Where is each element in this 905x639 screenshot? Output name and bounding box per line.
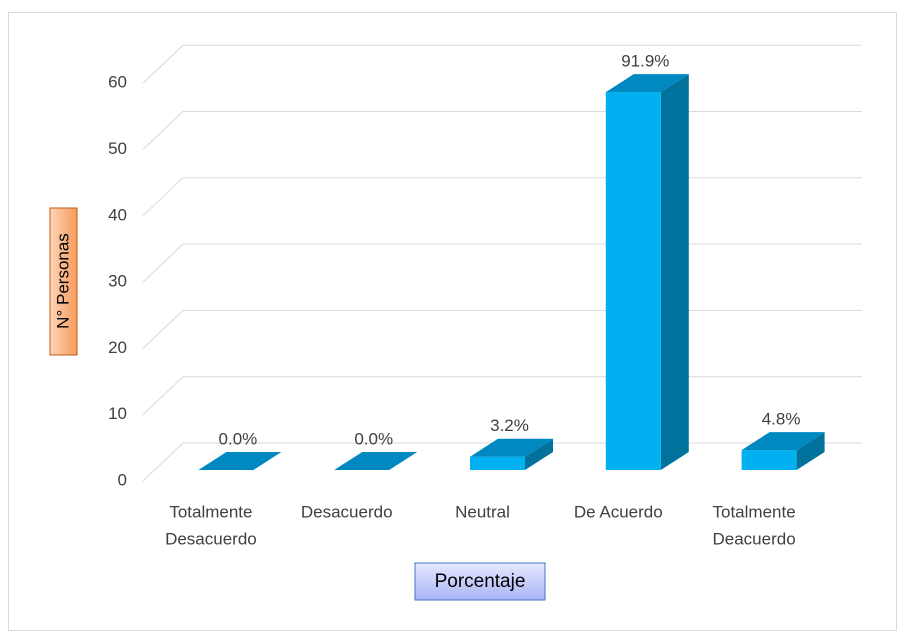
x-tick-label: Neutral (455, 502, 510, 521)
x-axis-title: Porcentaje (435, 571, 526, 592)
bar (198, 452, 282, 470)
bar-top (605, 74, 689, 93)
x-tick-label: Desacuerdo (165, 529, 257, 548)
grid-line (142, 44, 184, 84)
bar (334, 452, 418, 470)
bar-side (796, 432, 825, 470)
bar-side (525, 438, 553, 470)
bar-front (470, 456, 525, 470)
grid-line (142, 442, 184, 482)
x-tick-label: Deacuerdo (713, 529, 796, 548)
bar-top (470, 438, 553, 457)
y-tick-label: 0 (118, 470, 127, 489)
x-tick-label: Desacuerdo (301, 502, 393, 521)
grid-line (142, 111, 184, 150)
bar-front (741, 450, 797, 470)
data-label: 3.2% (490, 416, 529, 435)
data-label: 91.9% (621, 52, 669, 71)
x-tick-label: Totalmente (713, 502, 796, 521)
x-tick-label: De Acuerdo (574, 502, 663, 521)
data-label: 0.0% (219, 429, 258, 448)
grid-line (142, 177, 184, 217)
y-title-box (49, 207, 78, 356)
bar-top (741, 432, 825, 451)
y-tick-label: 20 (108, 338, 127, 357)
bar (605, 74, 689, 470)
y-tick-label: 40 (108, 205, 127, 224)
grid-line (142, 243, 184, 283)
grid-line (142, 376, 184, 416)
bar-top (334, 452, 418, 470)
bar (741, 432, 825, 470)
y-tick-label: 10 (108, 404, 127, 423)
bar-front (605, 92, 661, 470)
data-label: 4.8% (762, 410, 801, 429)
x-tick-label: Totalmente (169, 502, 252, 521)
y-tick-label: 60 (108, 73, 127, 92)
chart-border (8, 12, 897, 631)
y-tick-label: 30 (108, 272, 127, 291)
grid-line (142, 310, 184, 349)
bar-side (660, 74, 689, 470)
bar-top (198, 452, 282, 470)
bar (470, 438, 553, 470)
data-label: 0.0% (354, 429, 393, 448)
x-title-box (414, 562, 546, 601)
y-tick-label: 50 (108, 139, 127, 158)
y-axis-title: N° Personas (53, 233, 72, 329)
